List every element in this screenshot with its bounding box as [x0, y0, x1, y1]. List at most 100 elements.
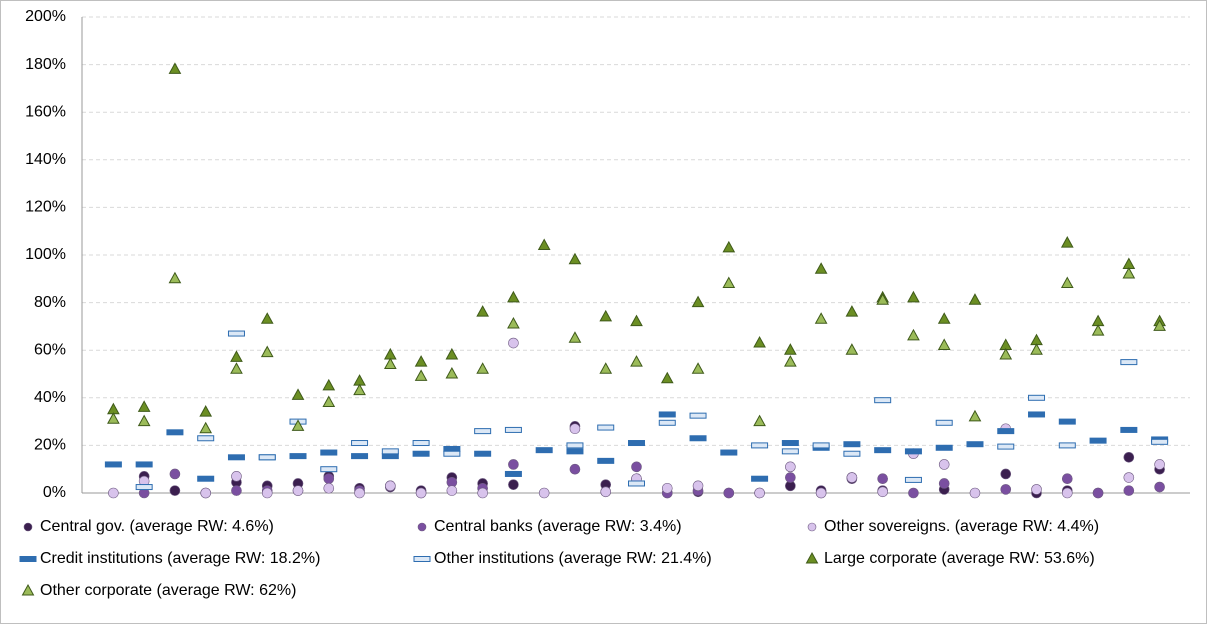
- triangle: [907, 290, 920, 303]
- y-tick-label: 100%: [25, 246, 66, 263]
- dash: [1058, 418, 1076, 425]
- dot: [754, 487, 765, 499]
- dot: [1123, 485, 1135, 496]
- dot: [261, 487, 273, 499]
- dash: [412, 450, 430, 457]
- triangle: [599, 362, 613, 374]
- dash: [874, 397, 892, 404]
- triangle: [568, 252, 582, 265]
- dot: [292, 485, 304, 496]
- dot: [385, 480, 396, 492]
- legend-label: Other institutions (average RW: 21.4%): [434, 550, 712, 567]
- triangle: [876, 293, 890, 305]
- triangle: [968, 293, 982, 305]
- dot: [169, 468, 181, 480]
- triangle: [322, 378, 336, 391]
- dash: [997, 443, 1015, 450]
- dash: [381, 448, 399, 455]
- legend-marker: [807, 522, 817, 532]
- legend-label: Central banks (average RW: 3.4%): [434, 518, 682, 535]
- dash: [628, 440, 645, 447]
- dot: [354, 487, 365, 499]
- triangle: [691, 362, 705, 374]
- triangle: [322, 395, 336, 408]
- dot: [415, 487, 427, 499]
- dash: [781, 448, 799, 455]
- dot: [538, 487, 550, 499]
- legend-label: Other corporate (average RW: 62%): [40, 582, 296, 599]
- dot: [231, 471, 242, 482]
- triangle: [1091, 324, 1105, 336]
- dot: [569, 423, 581, 435]
- dot: [877, 486, 888, 498]
- dash: [1028, 411, 1046, 418]
- triangle: [414, 369, 428, 381]
- dot: [908, 487, 919, 499]
- triangle: [199, 421, 213, 434]
- dash: [566, 442, 584, 449]
- triangle: [507, 290, 520, 303]
- triangle: [999, 347, 1013, 360]
- triangle: [230, 350, 243, 362]
- legend-marker: [21, 583, 35, 596]
- dot: [1123, 451, 1135, 463]
- dot: [1031, 484, 1042, 495]
- dash: [658, 419, 676, 426]
- triangle: [814, 262, 828, 274]
- legend-marker: [413, 556, 431, 562]
- dash: [935, 444, 953, 451]
- dash: [443, 450, 461, 457]
- triangle: [230, 362, 243, 374]
- dot: [477, 487, 488, 499]
- dash: [258, 454, 276, 461]
- dash: [474, 450, 492, 457]
- triangle: [660, 371, 674, 384]
- dot: [1000, 468, 1012, 480]
- legend-label: Central gov. (average RW: 4.6%): [40, 518, 274, 535]
- dash: [197, 435, 215, 442]
- triangle: [476, 305, 489, 317]
- dot: [508, 479, 519, 490]
- dash: [320, 449, 338, 456]
- dot: [569, 463, 581, 475]
- dot: [785, 472, 796, 483]
- dot: [323, 473, 335, 485]
- dot: [1154, 481, 1165, 493]
- triangle: [630, 355, 643, 367]
- triangle: [630, 314, 643, 327]
- dash: [720, 449, 738, 456]
- y-tick-label: 120%: [25, 199, 66, 216]
- triangle: [784, 343, 797, 355]
- triangle: [1153, 319, 1166, 331]
- dot: [1092, 487, 1104, 499]
- triangle: [784, 355, 797, 367]
- dash: [935, 419, 953, 426]
- dot: [169, 485, 181, 496]
- dot: [600, 486, 612, 498]
- y-tick-label: 200%: [25, 8, 66, 25]
- legend-marker: [19, 556, 37, 562]
- triangle: [1122, 267, 1136, 279]
- dot: [723, 487, 735, 499]
- triangle: [137, 414, 151, 427]
- dot: [877, 473, 888, 485]
- dash: [597, 424, 615, 431]
- triangle: [845, 305, 859, 317]
- dot: [815, 487, 827, 499]
- dot: [631, 461, 642, 473]
- dash: [751, 442, 769, 449]
- dash: [351, 453, 369, 460]
- dash: [751, 475, 769, 482]
- dash: [1028, 394, 1046, 401]
- triangle: [445, 347, 459, 360]
- dash: [1120, 359, 1138, 366]
- y-tick-label: 0%: [43, 484, 66, 501]
- triangle: [168, 62, 182, 74]
- triangle: [260, 345, 274, 358]
- y-tick-label: 40%: [34, 389, 66, 406]
- dot: [508, 459, 519, 470]
- dot: [661, 482, 673, 494]
- triangle: [753, 414, 766, 427]
- dash: [597, 457, 615, 464]
- dash: [1089, 437, 1107, 444]
